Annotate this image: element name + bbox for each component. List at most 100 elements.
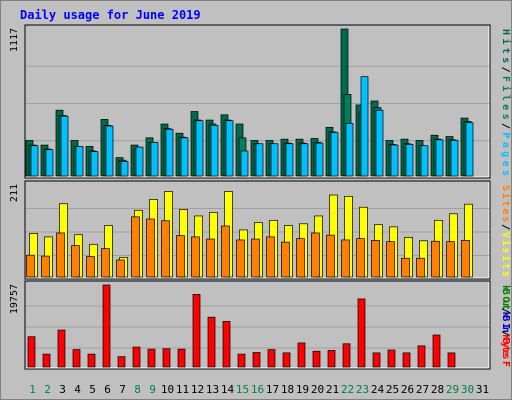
bar-pages-18 xyxy=(285,143,294,177)
x-label-day-3: 3 xyxy=(59,383,66,396)
bar-kbytes-3 xyxy=(57,329,66,368)
bar-sites-25 xyxy=(386,241,395,278)
bar-pages-25 xyxy=(390,144,399,177)
bar-sites-18 xyxy=(281,241,290,278)
bar-sites-4 xyxy=(71,245,80,278)
bar-pages-2 xyxy=(45,149,54,177)
x-label-day-30: 30 xyxy=(461,383,474,396)
bar-sites-14 xyxy=(221,225,230,278)
x-label-day-31: 31 xyxy=(476,383,489,396)
x-label-day-29: 29 xyxy=(446,383,459,396)
bar-sites-29 xyxy=(446,241,455,278)
x-label-day-6: 6 xyxy=(104,383,111,396)
bar-sites-3 xyxy=(56,232,65,278)
bar-pages-29 xyxy=(450,140,459,177)
bar-pages-4 xyxy=(75,146,84,177)
bar-sites-17 xyxy=(266,236,275,278)
side-legend-item: / xyxy=(500,331,511,337)
bar-kbytes-11 xyxy=(177,348,186,368)
bar-kbytes-19 xyxy=(297,342,306,368)
x-label-day-4: 4 xyxy=(74,383,81,396)
bar-pages-5 xyxy=(90,151,99,177)
bar-sites-19 xyxy=(296,238,305,278)
bar-sites-15 xyxy=(236,239,245,278)
x-label-day-22: 22 xyxy=(341,383,354,396)
bar-sites-16 xyxy=(251,238,260,278)
x-label-day-12: 12 xyxy=(191,383,204,396)
bar-kbytes-26 xyxy=(402,352,411,368)
x-label-day-23: 23 xyxy=(356,383,369,396)
bar-sites-30 xyxy=(461,240,470,278)
bar-pages-14 xyxy=(225,120,234,177)
x-label-day-19: 19 xyxy=(296,383,309,396)
x-label-day-18: 18 xyxy=(281,383,294,396)
x-label-day-2: 2 xyxy=(44,383,51,396)
bar-kbytes-10 xyxy=(162,348,171,368)
side-legend-item: / xyxy=(500,308,511,314)
x-label-day-15: 15 xyxy=(236,383,249,396)
bar-kbytes-28 xyxy=(432,334,441,368)
bar-sites-12 xyxy=(191,236,200,278)
bar-pages-17 xyxy=(270,143,279,177)
bar-kbytes-2 xyxy=(42,353,51,368)
bar-kbytes-29 xyxy=(447,352,456,368)
y-max-label-bottom: 19757 xyxy=(9,284,20,314)
bar-sites-23 xyxy=(356,238,365,278)
bar-kbytes-14 xyxy=(222,320,231,368)
bar-pages-28 xyxy=(435,139,444,177)
side-legend-item: KBytes F xyxy=(500,334,511,367)
bar-kbytes-8 xyxy=(132,346,141,368)
side-legend-text-bottom: kB Out/kB In/KBytes F xyxy=(500,285,511,367)
x-label-day-25: 25 xyxy=(386,383,399,396)
side-legend-text-middle: Sites / Visits xyxy=(500,185,512,277)
bar-sites-13 xyxy=(206,238,215,278)
bar-kbytes-7 xyxy=(117,356,126,368)
bar-kbytes-15 xyxy=(237,353,246,368)
side-legend-item: Sites xyxy=(500,185,512,222)
bar-kbytes-12 xyxy=(192,294,201,368)
x-label-day-9: 9 xyxy=(149,383,156,396)
y-max-label-middle: 211 xyxy=(9,184,20,202)
x-label-day-26: 26 xyxy=(401,383,414,396)
bar-pages-1 xyxy=(30,145,39,177)
panel-middle: 211 Sites / Visits xyxy=(9,180,512,280)
x-label-day-13: 13 xyxy=(206,383,219,396)
bar-sites-10 xyxy=(161,220,170,278)
bar-pages-16 xyxy=(255,143,264,177)
bar-sites-1 xyxy=(26,254,35,278)
x-label-day-20: 20 xyxy=(311,383,324,396)
bar-kbytes-24 xyxy=(372,352,381,368)
side-legend-middle: Sites / Visits xyxy=(500,185,512,277)
bar-kbytes-9 xyxy=(147,348,156,368)
x-label-day-21: 21 xyxy=(326,383,339,396)
bar-pages-9 xyxy=(150,142,159,177)
bar-pages-12 xyxy=(195,120,204,177)
bar-pages-15 xyxy=(240,150,249,177)
x-label-day-7: 7 xyxy=(119,383,126,396)
bar-kbytes-18 xyxy=(282,352,291,368)
side-legend-item: / xyxy=(500,67,511,73)
bar-sites-9 xyxy=(146,218,155,278)
y-max-label-top: 1117 xyxy=(9,28,20,52)
x-label-day-28: 28 xyxy=(431,383,444,396)
bar-sites-20 xyxy=(311,232,320,278)
bar-sites-26 xyxy=(401,257,410,278)
side-legend-bottom: kB Out/kB In/KBytes F xyxy=(500,285,511,367)
bar-sites-28 xyxy=(431,240,440,278)
panel-top: 1117 Hits/Files/Pages xyxy=(9,24,512,179)
bar-sites-27 xyxy=(416,257,425,278)
bar-kbytes-5 xyxy=(87,353,96,368)
bar-kbytes-25 xyxy=(387,349,396,368)
side-legend-item: kB Out xyxy=(500,285,511,310)
bar-kbytes-20 xyxy=(312,350,321,368)
bar-kbytes-27 xyxy=(417,345,426,368)
x-label-day-14: 14 xyxy=(221,383,235,396)
side-legend-item: Pages xyxy=(500,132,511,176)
x-axis-labels: 1 2 3 4 5 6 7 8 9 10 11 12 13 14 15 16 17 18 19 20 21 22 23 24 2… xyxy=(29,383,489,396)
side-legend-item: / xyxy=(500,224,511,230)
bar-kbytes-21 xyxy=(327,350,336,368)
side-legend-item: Visits xyxy=(500,232,512,277)
bar-pages-30 xyxy=(465,122,474,177)
